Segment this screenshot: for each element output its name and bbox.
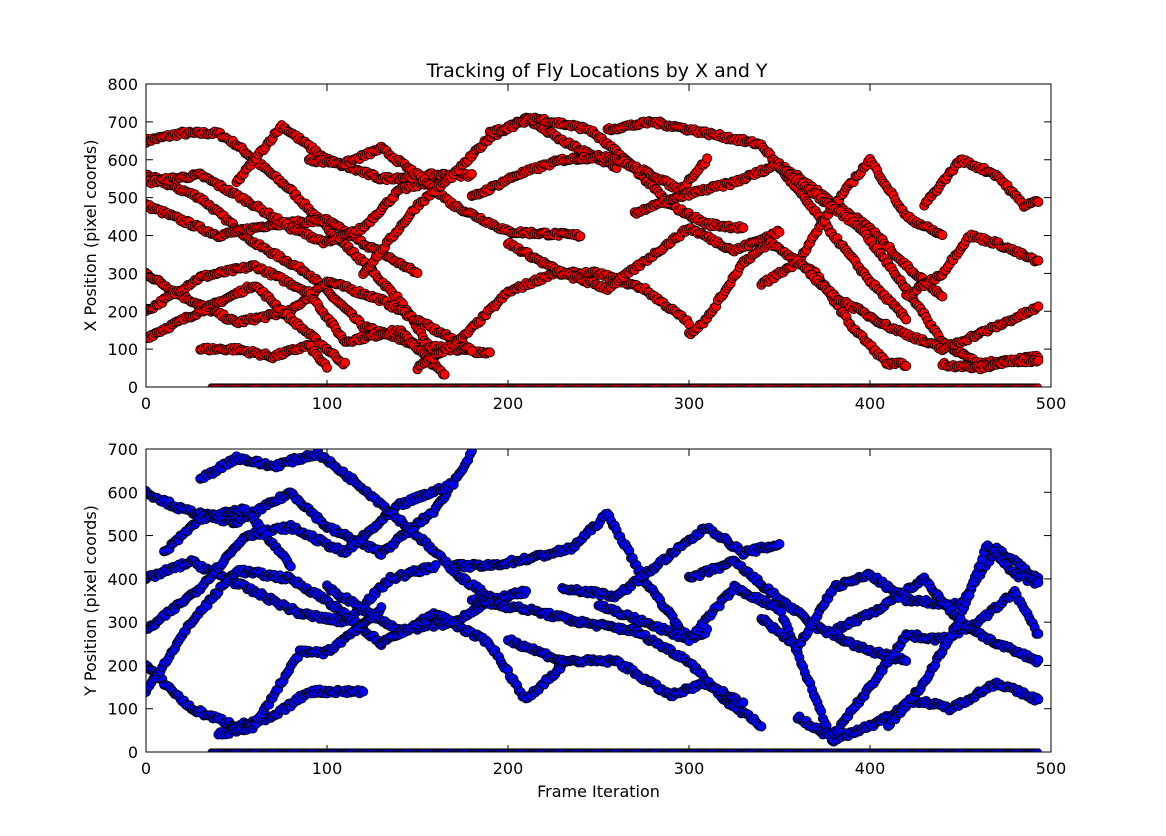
track-23 [937,353,1044,375]
x-position-ylabel: X Position (pixel coords) [81,139,100,331]
data-point [901,361,912,372]
x-position-ticks: 0 100 200 300 400 500 0 100 200 300 400 500 600 700 80… [107,75,1066,413]
track-9 [303,141,586,242]
data-point [937,291,948,302]
track-7 [195,339,332,373]
data-point [412,268,423,279]
x-tick-label: 300 [674,394,705,413]
y-tick-label: 300 [107,264,138,283]
data-point [901,314,912,325]
x-tick-label: 100 [312,394,343,413]
track-22 [919,154,1044,212]
data-point [1033,196,1044,207]
track-20 [792,255,1044,356]
y-tick-label: 100 [107,340,138,359]
data-point [1033,355,1044,366]
x-position-markers [146,112,1044,387]
track-0 [146,126,441,361]
y-tick-label: 0 [128,378,138,397]
track-14 [502,223,785,296]
data-point [1033,255,1044,266]
data-point [937,230,948,241]
track-18 [756,153,948,290]
y-tick-label: 400 [107,227,138,246]
data-point [358,686,369,697]
y-tick-label: 800 [107,75,138,94]
y-tick-label: 200 [107,302,138,321]
track-4 [146,260,450,380]
data-point [321,362,332,373]
y-tick-label: 600 [107,151,138,170]
data-point [702,153,713,164]
data-point [575,231,586,242]
track-13 [466,149,713,201]
x-tick-label: 0 [141,394,151,413]
y-position-markers [146,449,1044,752]
track-21 [901,229,1044,301]
data-point [1033,301,1044,312]
x-position-panel: 0 100 200 300 400 500 0 100 200 300 400 500 600 700 80… [81,75,1066,413]
track-11 [412,266,695,375]
data-point [466,168,477,179]
data-point [484,347,495,358]
y-tick-label: 500 [107,189,138,208]
data-point [466,449,477,457]
track-5 [146,281,351,370]
data-point [439,369,450,380]
x-tick-label: 200 [493,394,524,413]
chart-title: Tracking of Fly Locations by X and Y [425,60,767,82]
x-tick-label: 500 [1036,394,1067,413]
data-point [774,227,785,238]
y-tick-label: 700 [107,113,138,132]
data-point [738,222,749,233]
x-tick-label: 400 [855,394,886,413]
data-point [448,479,459,490]
data-point [340,357,351,368]
data-point [466,345,477,356]
